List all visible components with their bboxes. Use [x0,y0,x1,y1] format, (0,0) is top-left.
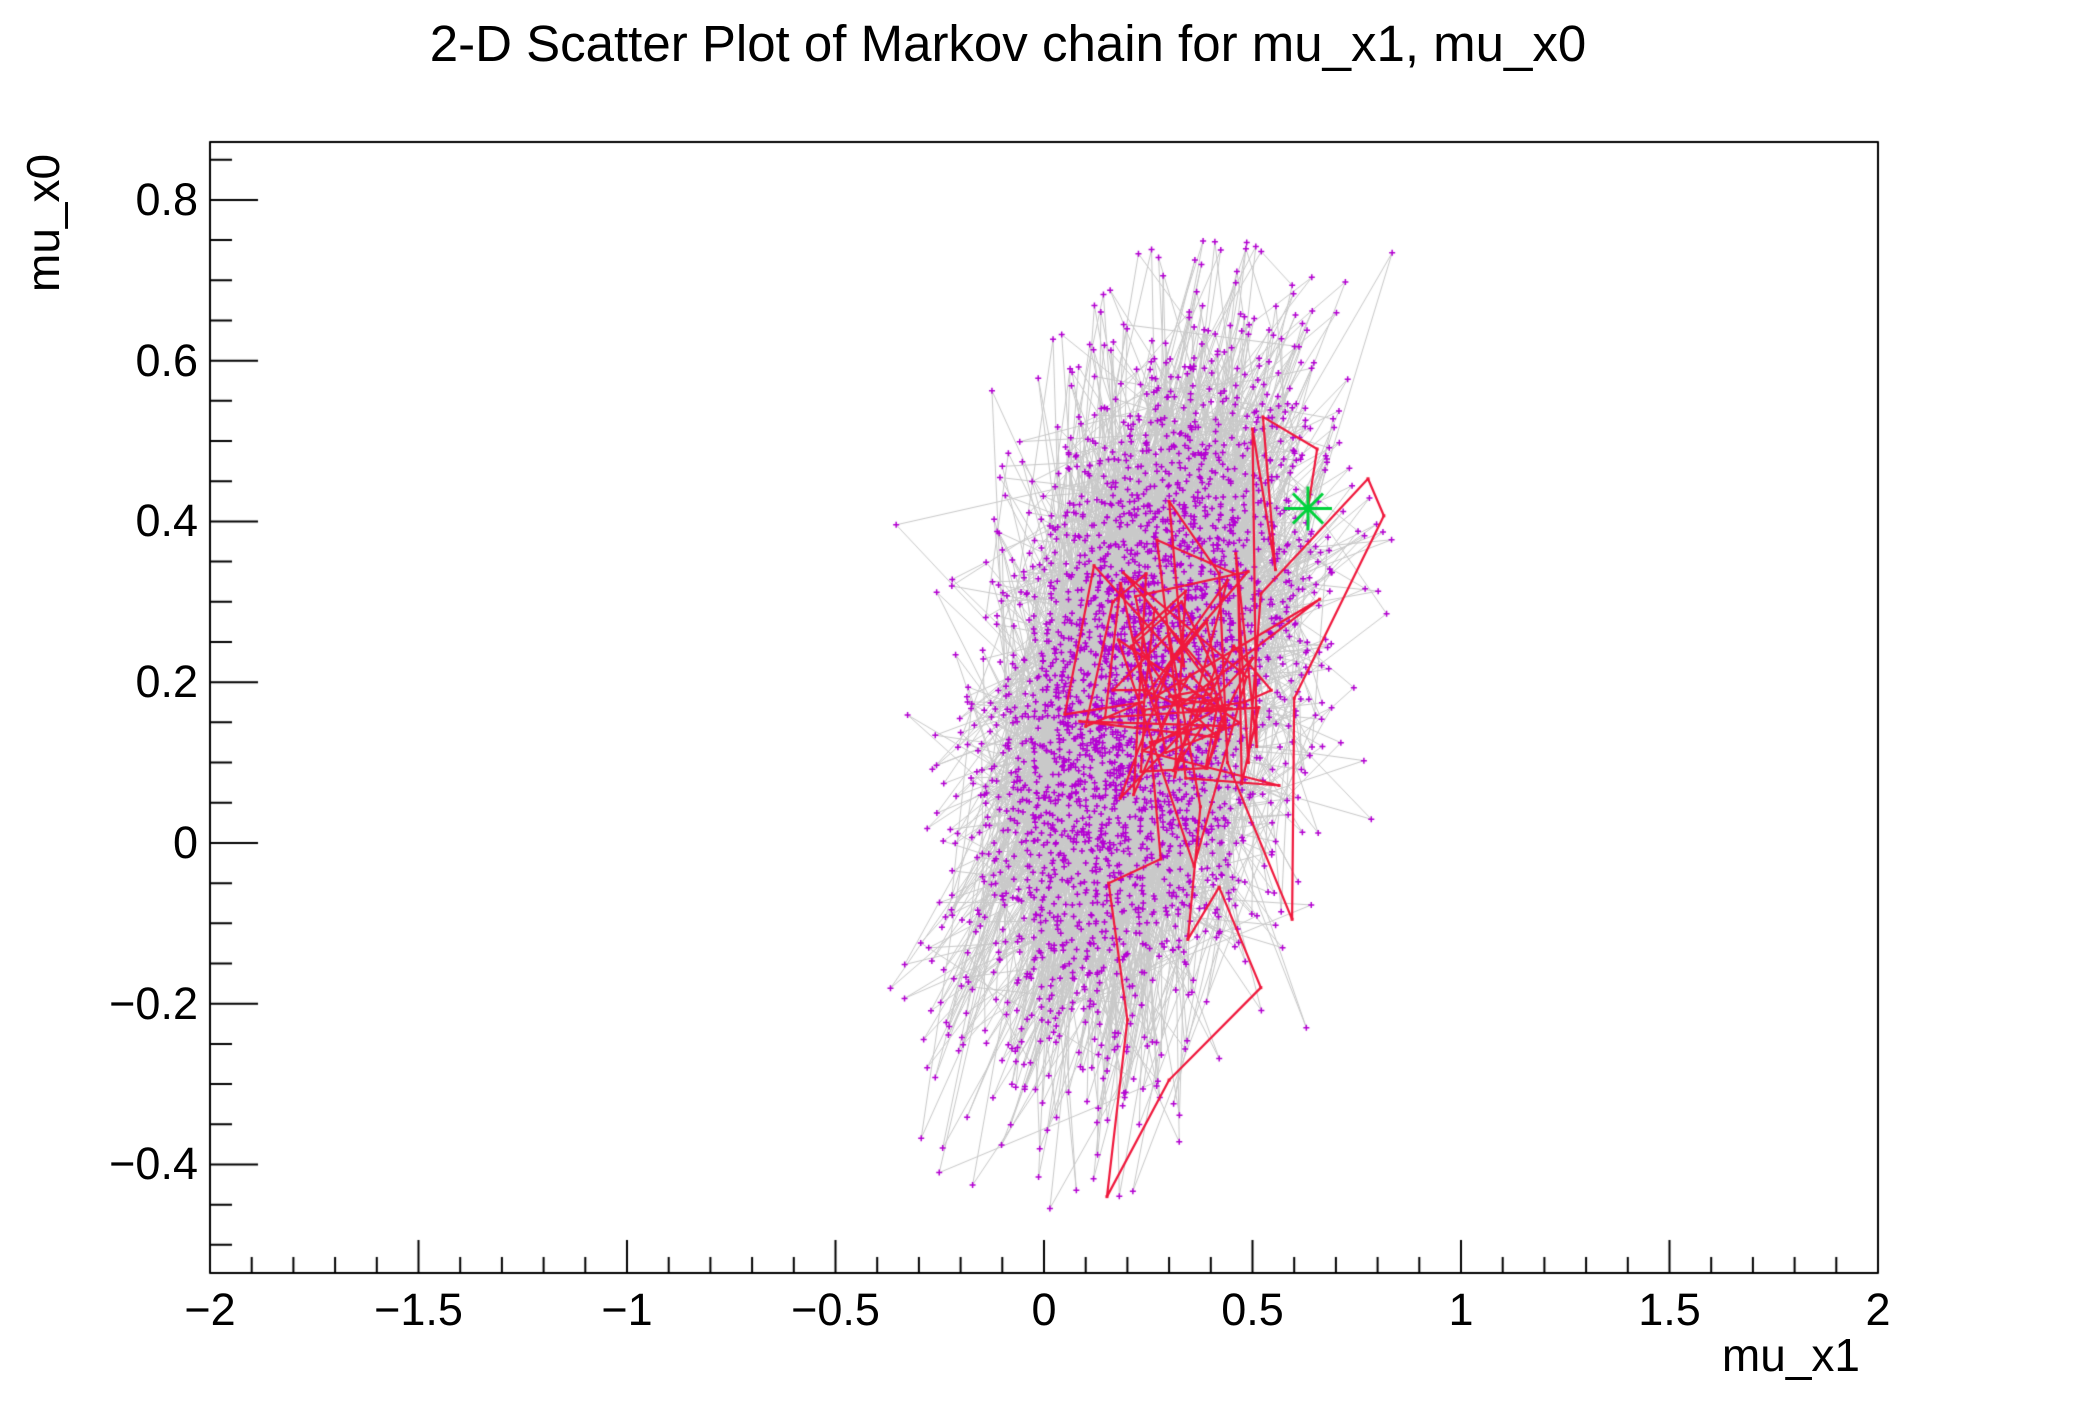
y-tick-label: 0 [172,816,198,868]
y-tick-label: 0.6 [135,334,198,386]
y-tick-label: 0.8 [135,173,198,225]
x-tick-label: −2 [184,1284,236,1335]
x-tick-label: −1.5 [374,1284,463,1335]
x-tick-label: 1.5 [1638,1284,1701,1335]
y-tick-label: −0.4 [109,1138,198,1190]
y-tick-label: 0.2 [135,656,198,708]
x-tick-label: −1 [601,1284,653,1335]
x-tick-label: −0.5 [791,1284,880,1335]
y-tick-label: 0.4 [135,495,198,547]
chart-title: 2-D Scatter Plot of Markov chain for mu_… [429,15,1587,72]
x-tick-label: 2 [1865,1284,1891,1335]
x-tick-label: 0 [1031,1284,1057,1335]
x-tick-label: 1 [1448,1284,1474,1335]
y-tick-label: −0.2 [109,977,198,1029]
x-tick-label: 0.5 [1221,1284,1284,1335]
x-axis-title: mu_x1 [1721,1329,1860,1381]
